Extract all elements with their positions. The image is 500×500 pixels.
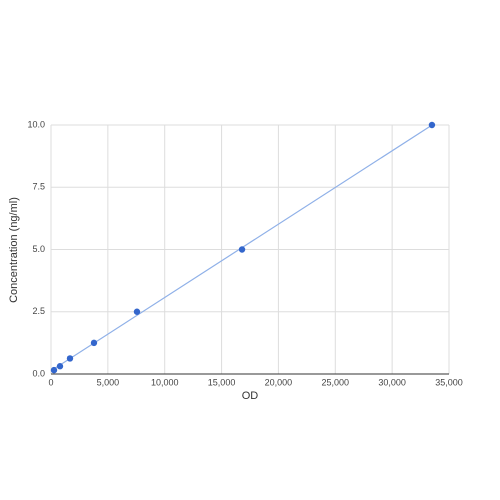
x-tick-label: 0 [48, 377, 53, 387]
y-tick-label: 5.0 [32, 244, 45, 254]
x-tick-label: 15,000 [208, 377, 236, 387]
y-tick-label: 0.0 [32, 368, 45, 378]
y-tick-label: 10.0 [27, 119, 45, 129]
y-axis-title: Concentration (ng/ml) [8, 197, 20, 303]
point [66, 355, 74, 362]
point [238, 246, 246, 253]
y-tick-label: 7.5 [32, 182, 45, 192]
x-tick-label: 25,000 [322, 377, 350, 387]
y-tick-label: 2.5 [32, 306, 45, 316]
point [50, 366, 58, 374]
x-axis-title: OD [242, 390, 259, 402]
x-tick-label: 5,000 [97, 377, 120, 387]
point [428, 121, 436, 129]
x-tick-label: 20,000 [265, 377, 293, 387]
x-tick-label: 35,000 [435, 377, 463, 387]
x-tick-label: 30,000 [378, 377, 406, 387]
point [133, 308, 141, 315]
point [90, 339, 98, 347]
point [56, 363, 64, 370]
x-tick-label: 10,000 [151, 377, 179, 387]
